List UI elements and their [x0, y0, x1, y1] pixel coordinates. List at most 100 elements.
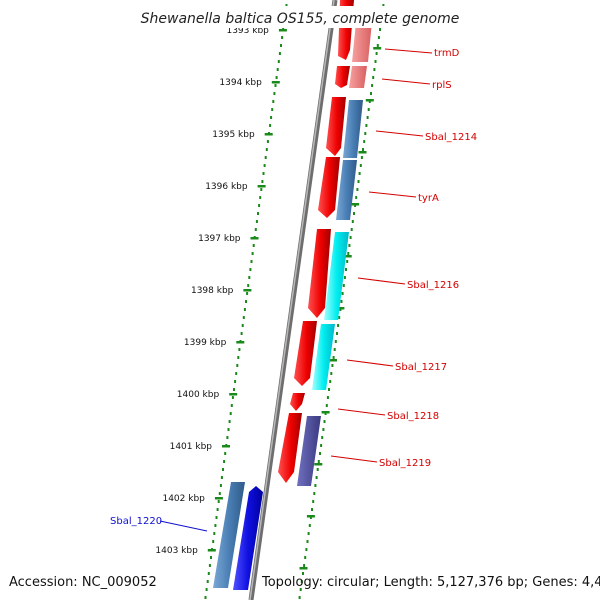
tick-track-inner	[204, 4, 288, 599]
gene-Sbal_1217-box[interactable]	[312, 324, 335, 390]
gene-Sbal_1218-arrow[interactable]	[290, 393, 305, 411]
tick-mark	[257, 185, 266, 188]
gene-label-Sbal_1218[interactable]: Sbal_1218	[387, 411, 439, 422]
track-dot	[224, 452, 227, 455]
tick-mark-outer	[343, 255, 352, 258]
genome-summary-text: Topology: circular; Length: 5,127,376 bp…	[261, 575, 600, 590]
tick-label: 1395 kbp	[212, 130, 255, 140]
track-dot	[322, 428, 325, 431]
track-dot	[227, 428, 230, 431]
tick-mark	[264, 133, 273, 136]
track-dot	[355, 196, 358, 199]
track-dot	[215, 516, 218, 519]
gene-Sbal_1219-arrow[interactable]	[278, 413, 302, 483]
gene-trmD-box[interactable]	[352, 22, 372, 62]
track-dot	[269, 124, 272, 127]
tick-mark-outer	[321, 411, 330, 414]
tick-mark	[229, 393, 238, 396]
track-dot	[280, 44, 282, 47]
gene-rplS-arrow[interactable]	[335, 66, 350, 88]
track-dot	[337, 324, 340, 327]
track-dot	[315, 476, 318, 479]
track-dot	[332, 356, 335, 359]
gene-label-Sbal_1217[interactable]: Sbal_1217	[395, 362, 447, 373]
track-dot	[214, 524, 217, 527]
gene-label-rplS[interactable]: rplS	[432, 80, 452, 91]
track-dot	[218, 492, 221, 495]
gene-tyrA-arrow[interactable]	[318, 157, 340, 218]
track-dot	[357, 180, 360, 183]
track-dot	[213, 532, 216, 535]
track-dot	[299, 588, 302, 591]
gene-Sbal_1214-arrow[interactable]	[326, 97, 346, 156]
track-dot	[300, 580, 303, 583]
tick-mark-outer	[299, 567, 308, 570]
gene-Sbal_1214-box[interactable]	[343, 100, 363, 158]
track-dot	[261, 180, 264, 183]
tick-label: 1399 kbp	[184, 338, 227, 348]
track-dot	[273, 92, 276, 95]
gene-label-trmD[interactable]: trmD	[434, 48, 460, 59]
track-dot	[217, 500, 220, 503]
track-dot	[272, 100, 275, 103]
track-dot	[329, 380, 332, 383]
gene-Sbal_1220-arrow[interactable]	[233, 486, 263, 590]
track-dot	[222, 468, 224, 471]
track-dot	[255, 220, 258, 223]
track-dot	[252, 244, 255, 247]
gene-features	[213, 0, 372, 590]
tick-mark	[222, 445, 230, 448]
track-dot	[258, 204, 261, 207]
tick-mark	[271, 81, 280, 84]
track-dot	[364, 132, 367, 135]
track-dot	[243, 308, 246, 311]
gene-Sbal_1219-box[interactable]	[297, 416, 321, 486]
gene-label-Sbal_1214[interactable]: Sbal_1214	[425, 132, 477, 143]
track-dot	[260, 188, 263, 191]
track-dot	[360, 156, 363, 159]
tick-mark	[207, 549, 216, 552]
gene-rplS-box[interactable]	[349, 66, 367, 88]
gene-label-Sbal_1216[interactable]: Sbal_1216	[407, 280, 459, 291]
track-dot	[206, 580, 209, 583]
track-dot	[262, 172, 265, 175]
gene-Sbal_1217-arrow[interactable]	[294, 321, 317, 386]
gene-Sbal_1216-box[interactable]	[324, 232, 349, 320]
track-dot	[264, 156, 267, 159]
gene-label-tyrA[interactable]: tyrA	[418, 193, 439, 204]
tick-label: 1397 kbp	[198, 234, 241, 244]
gene-Sbal_1216-arrow[interactable]	[308, 229, 331, 318]
title-backdrop	[140, 6, 460, 28]
track-dot	[235, 372, 238, 375]
track-dot	[314, 484, 317, 487]
track-dot	[231, 396, 234, 399]
track-dot	[373, 68, 376, 71]
track-dot	[376, 44, 379, 47]
tick-label: 1401 kbp	[170, 442, 213, 452]
track-dot	[275, 76, 278, 79]
gene-tyrA-box[interactable]	[336, 160, 357, 220]
track-dot	[316, 468, 319, 471]
track-dot	[371, 84, 374, 87]
track-dot	[257, 212, 259, 215]
track-dot	[259, 196, 262, 199]
track-dot	[302, 572, 304, 575]
track-dot	[372, 76, 375, 79]
track-dot	[317, 460, 320, 463]
track-dot	[249, 268, 252, 271]
tick-label: 1396 kbp	[205, 182, 248, 192]
track-dot	[379, 28, 381, 31]
track-dot	[328, 388, 330, 391]
tick-mark-outer	[314, 463, 323, 466]
track-dot	[313, 492, 316, 495]
track-dot	[348, 244, 351, 247]
track-dot	[208, 564, 211, 567]
gene-label-Sbal_1220[interactable]: Sbal_1220	[110, 516, 162, 527]
track-dot	[285, 4, 288, 7]
track-dot	[349, 236, 352, 239]
track-dot	[205, 588, 208, 591]
gene-Sbal_1220-box[interactable]	[213, 482, 245, 588]
gene-label-Sbal_1219[interactable]: Sbal_1219	[379, 458, 431, 469]
map-title: Shewanella baltica OS155, complete genom…	[141, 11, 460, 27]
